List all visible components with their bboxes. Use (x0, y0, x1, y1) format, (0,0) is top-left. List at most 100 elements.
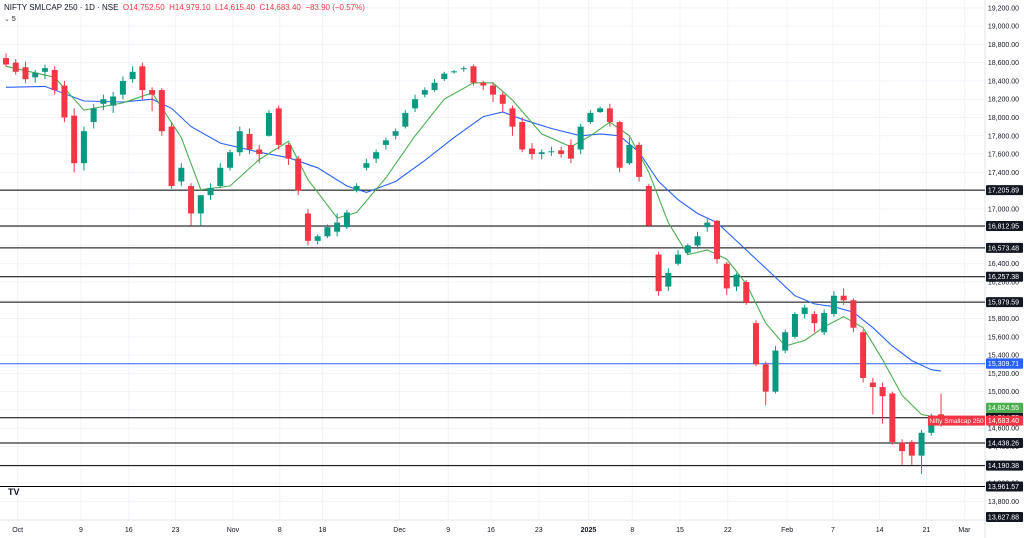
level-price-badge-bg (986, 242, 1023, 253)
x-tick-label: 9 (446, 527, 450, 534)
candle-down (528, 148, 535, 155)
level-price-badge-bg (986, 185, 1023, 196)
y-tick-label: 18,000.00 (988, 115, 1019, 122)
indicator-row[interactable]: ⌄ 5 (4, 15, 16, 23)
chevron-down-icon[interactable]: ⌄ (4, 16, 10, 23)
candle-down (499, 94, 506, 104)
x-tick-label: 21 (923, 527, 931, 534)
candle-down (645, 186, 652, 226)
candle-up (577, 126, 584, 150)
candle-down (509, 108, 516, 127)
candle-down (567, 144, 574, 159)
candle-down (285, 144, 292, 159)
candle-up (217, 167, 224, 187)
candle-down (51, 69, 58, 91)
x-tick-label: 9 (79, 527, 83, 534)
indicator-price-badge: 15,309.71 (988, 361, 1019, 368)
candle-down (889, 393, 896, 442)
x-tick-label: 18 (319, 527, 327, 534)
candle-up (324, 227, 331, 237)
candle-up (314, 236, 321, 241)
level-price-badge: 16,257.38 (988, 274, 1019, 281)
chart-header: NIFTY SMLCAP 250 · 1D · NSE O14,752.50 H… (4, 3, 365, 12)
candle-up (460, 68, 467, 70)
candle-down (71, 115, 78, 164)
candle-up (373, 152, 380, 159)
y-tick-label: 18,400.00 (988, 78, 1019, 85)
candle-down (470, 66, 477, 83)
current-price-badge-bg (986, 415, 1023, 426)
candle-down (723, 263, 730, 289)
candle-up (451, 71, 458, 73)
candle-down (743, 281, 750, 304)
indicator-price-badge-bg (986, 512, 1023, 523)
candle-down (762, 364, 769, 392)
candle-up (421, 90, 428, 95)
x-tick-label: 16 (487, 527, 495, 534)
y-tick-label: 17,000.00 (988, 206, 1019, 213)
candle-up (548, 151, 555, 153)
x-tick-label: Nov (227, 527, 240, 534)
open-value: 14,752.50 (129, 3, 165, 12)
candle-up (626, 144, 633, 164)
candle-up (32, 72, 39, 78)
change-value: −83.90 (−0.57%) (305, 3, 365, 12)
y-tick-label: 15,200.00 (988, 371, 1019, 378)
level-price-badge: 17,205.89 (988, 188, 1019, 195)
candle-up (402, 112, 409, 127)
candle-up (265, 112, 272, 136)
y-tick-label: 17,400.00 (988, 170, 1019, 177)
candle-up (80, 131, 87, 164)
candle-down (61, 85, 68, 118)
x-tick-label: Feb (781, 527, 793, 534)
low-value: 14,615.40 (219, 3, 256, 12)
x-tick-label: 15 (676, 527, 684, 534)
x-tick-label: Dec (393, 527, 406, 534)
x-tick-label: 23 (172, 527, 180, 534)
candle-up (801, 307, 808, 314)
candle-down (139, 66, 146, 91)
candle-down (869, 382, 876, 388)
candle-up (675, 254, 682, 264)
x-tick-label: 7 (831, 527, 835, 534)
candle-up (412, 99, 419, 109)
candle-up (363, 163, 370, 168)
candle-up (791, 313, 798, 337)
y-tick-label: 15,000.00 (988, 389, 1019, 396)
candle-up (392, 131, 399, 136)
candle-down (12, 62, 19, 72)
candle-up (110, 96, 117, 106)
candle-up (704, 222, 711, 228)
tradingview-logo[interactable]: TV (8, 487, 20, 497)
candle-down (860, 332, 867, 378)
candle-down (616, 122, 623, 168)
x-tick-label: Oct (12, 527, 23, 534)
y-tick-label: 19,200.00 (988, 5, 1019, 12)
x-tick-label: 23 (535, 527, 543, 534)
y-tick-label: 17,600.00 (988, 152, 1019, 159)
candle-up (236, 131, 243, 153)
candle-up (733, 274, 740, 287)
level-price-badge-bg (986, 271, 1023, 282)
candle-down (899, 442, 906, 452)
candle-down (246, 133, 253, 150)
candle-down (850, 300, 857, 328)
y-tick-label: 18,800.00 (988, 42, 1019, 49)
candle-down (519, 122, 526, 150)
candle-up (119, 80, 126, 95)
candle-up (382, 140, 389, 145)
candle-down (275, 108, 282, 145)
level-price-badge: 15,979.59 (988, 300, 1019, 307)
x-tick-label: 8 (278, 527, 282, 534)
level-price-badge: 14,190.38 (988, 463, 1019, 470)
candle-up (821, 313, 828, 333)
high-value: 14,979.10 (174, 3, 211, 12)
level-price-badge: 13,961.57 (988, 484, 1019, 491)
candle-down (840, 295, 847, 301)
candle-down (752, 323, 759, 365)
y-tick-label: 15,600.00 (988, 334, 1019, 341)
level-price-badge: 16,573.48 (988, 245, 1019, 252)
level-price-badge-bg (986, 437, 1023, 448)
candle-down (22, 67, 29, 80)
